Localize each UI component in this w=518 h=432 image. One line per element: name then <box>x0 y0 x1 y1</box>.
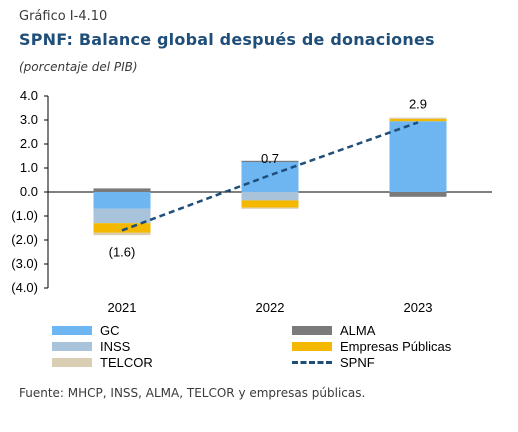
legend-swatch <box>52 357 92 367</box>
bar-alma-2021 <box>93 188 151 192</box>
legend-label: GC <box>100 322 120 338</box>
legend-label: Empresas Públicas <box>340 338 452 354</box>
series-line-spnf <box>121 121 419 232</box>
chart-title: SPNF: Balance global después de donacion… <box>19 30 435 49</box>
y-tick-label: 0.0 <box>20 184 38 199</box>
chart-plot: 4.0 3.0 2.0 1.0 0.0 (1.0) (2.0) (3.0) (4.0) 2021 2… <box>11 88 492 315</box>
bar-telcor-2021 <box>93 232 151 236</box>
data-label-2021: (1.6) <box>109 244 136 259</box>
legend-item-empresas-públicas: Empresas Públicas <box>292 338 492 354</box>
legend-swatch <box>52 341 92 351</box>
y-tick-label: 4.0 <box>20 88 38 103</box>
x-tick-label: 2023 <box>404 300 433 315</box>
bar-empresas-públicas-2021 <box>93 223 151 233</box>
bar-gc-2022 <box>241 162 299 192</box>
legend-label: TELCOR <box>100 354 153 370</box>
legend-label: SPNF <box>340 354 375 370</box>
y-tick-label: (4.0) <box>11 280 38 295</box>
y-tick-label: (1.0) <box>11 208 38 223</box>
source-note: Fuente: MHCP, INSS, ALMA, TELCOR y empre… <box>19 386 366 400</box>
chart-legend: GC ALMA INSS Empresas Públicas TELCOR SPNF <box>52 322 492 370</box>
legend-item-alma: ALMA <box>292 322 492 338</box>
bar-gc-2021 <box>93 192 151 209</box>
legend-item-inss: INSS <box>52 338 292 354</box>
legend-swatch <box>292 360 332 364</box>
y-tick-label: 1.0 <box>20 160 38 175</box>
y-tick-label: (2.0) <box>11 232 38 247</box>
bar-empresas-públicas-2023 <box>389 118 447 122</box>
data-label-2022: 0.7 <box>261 151 279 166</box>
bar-alma-2023 <box>389 192 447 197</box>
figure-label: Gráfico I-4.10 <box>19 9 108 24</box>
y-tick-label: (3.0) <box>11 256 38 271</box>
x-tick-label: 2021 <box>108 300 137 315</box>
legend-label: ALMA <box>340 322 376 338</box>
legend-item-gc: GC <box>52 322 292 338</box>
bar-telcor-2022 <box>241 207 299 209</box>
bar-gc-2023 <box>389 121 447 192</box>
y-tick-label: 2.0 <box>20 136 38 151</box>
bar-empresas-públicas-2022 <box>241 200 299 208</box>
legend-swatch <box>292 325 332 335</box>
legend-item-spnf: SPNF <box>292 354 492 370</box>
y-tick-label: 3.0 <box>20 112 38 127</box>
bar-inss-2022 <box>241 192 299 201</box>
bar-inss-2021 <box>93 208 151 224</box>
x-tick-label: 2022 <box>256 300 285 315</box>
legend-swatch <box>52 325 92 335</box>
data-label-2023: 2.9 <box>409 96 427 111</box>
legend-label: INSS <box>100 338 131 354</box>
legend-item-telcor: TELCOR <box>52 354 292 370</box>
legend-swatch <box>292 341 332 351</box>
bar-alma-2022 <box>241 160 299 162</box>
chart-subtitle: (porcentaje del PIB) <box>19 60 138 74</box>
bar-telcor-2023 <box>389 117 447 119</box>
